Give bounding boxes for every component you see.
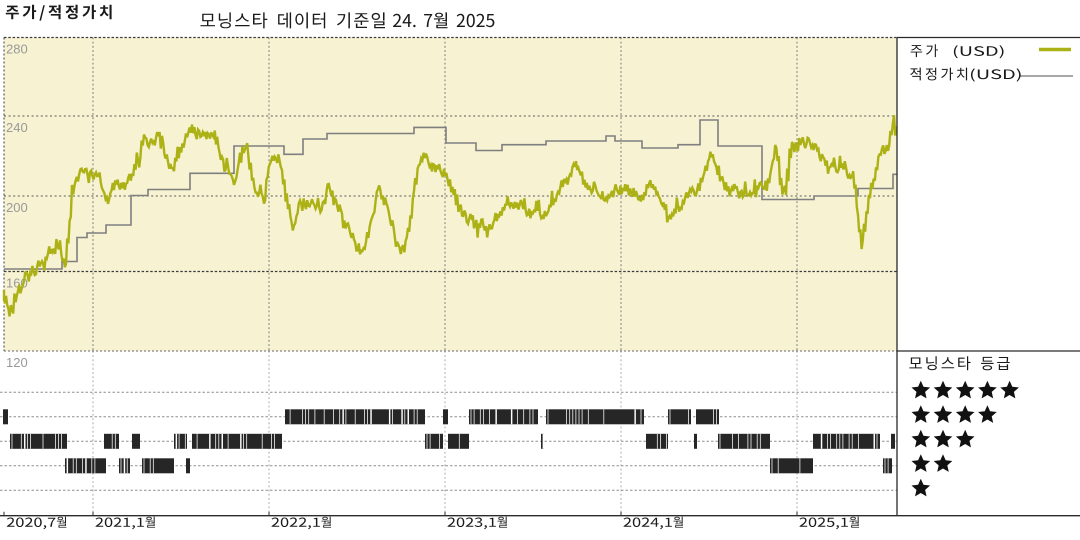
- svg-text:240: 240: [6, 120, 28, 135]
- svg-text:200: 200: [6, 200, 28, 215]
- svg-text:280: 280: [6, 42, 28, 57]
- svg-text:120: 120: [6, 355, 28, 370]
